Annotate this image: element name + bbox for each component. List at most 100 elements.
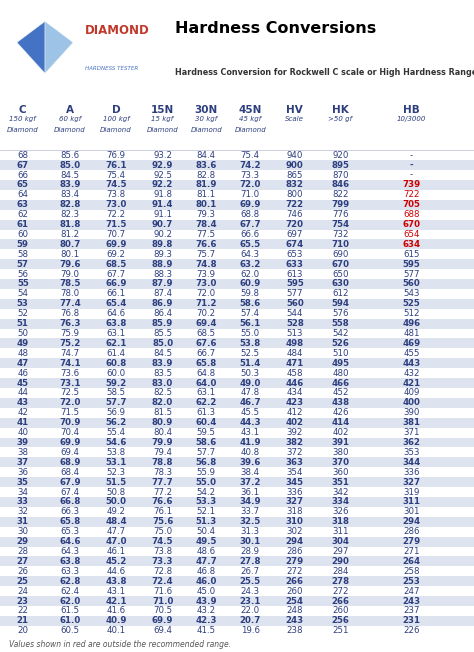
Text: 61: 61 — [17, 220, 29, 229]
Polygon shape — [17, 22, 73, 42]
Text: 822: 822 — [332, 190, 348, 200]
Text: 56.2: 56.2 — [106, 418, 127, 427]
Text: 900: 900 — [286, 160, 304, 170]
Text: 710: 710 — [331, 240, 349, 249]
Text: 62.1: 62.1 — [105, 339, 127, 348]
Text: 31: 31 — [17, 517, 29, 526]
Text: 82.0: 82.0 — [152, 398, 173, 408]
Text: 50: 50 — [17, 329, 28, 338]
Text: 613: 613 — [287, 269, 303, 278]
Text: 86.9: 86.9 — [152, 299, 173, 308]
Text: 722: 722 — [403, 190, 419, 200]
Text: HK: HK — [332, 106, 349, 115]
Text: 46.0: 46.0 — [195, 577, 217, 585]
Text: 226: 226 — [403, 627, 419, 635]
Text: 34: 34 — [17, 488, 28, 497]
Text: 69.2: 69.2 — [107, 250, 126, 259]
Text: 47: 47 — [17, 359, 29, 368]
Text: 480: 480 — [332, 368, 348, 378]
Text: Diamond: Diamond — [191, 126, 222, 133]
Text: 64.3: 64.3 — [241, 250, 260, 259]
Text: 344: 344 — [402, 458, 420, 467]
Text: 290: 290 — [331, 557, 349, 566]
Bar — [0, 418, 474, 428]
Bar — [0, 359, 474, 368]
Text: 85.5: 85.5 — [153, 329, 172, 338]
Text: 353: 353 — [403, 448, 419, 457]
Text: 47.7: 47.7 — [107, 527, 126, 536]
Text: 50.4: 50.4 — [197, 527, 216, 536]
Text: 409: 409 — [403, 389, 419, 398]
Text: 10/3000: 10/3000 — [397, 116, 426, 122]
Bar — [0, 239, 474, 249]
Text: 60.4: 60.4 — [195, 418, 217, 427]
Text: 354: 354 — [287, 467, 303, 477]
Text: 278: 278 — [331, 577, 349, 585]
Text: 390: 390 — [403, 408, 419, 417]
Text: 528: 528 — [286, 319, 304, 328]
Text: 32.5: 32.5 — [240, 517, 261, 526]
Text: 39.6: 39.6 — [239, 458, 261, 467]
Text: 61.5: 61.5 — [61, 606, 80, 615]
Text: 254: 254 — [286, 597, 304, 606]
Text: 40.1: 40.1 — [107, 627, 126, 635]
Text: 286: 286 — [403, 527, 419, 536]
Text: 67.7: 67.7 — [107, 269, 126, 278]
Text: 28.9: 28.9 — [241, 547, 260, 556]
Text: 36: 36 — [17, 467, 28, 477]
Text: 73.3: 73.3 — [152, 557, 173, 566]
Text: 400: 400 — [402, 398, 420, 408]
Text: 45N: 45N — [238, 106, 262, 115]
Text: 22: 22 — [17, 606, 28, 615]
Bar — [0, 220, 474, 230]
Text: 66.9: 66.9 — [105, 280, 127, 288]
Text: 62.4: 62.4 — [61, 587, 80, 596]
Text: 55.4: 55.4 — [107, 428, 126, 437]
Text: 304: 304 — [331, 537, 349, 546]
Text: 50.3: 50.3 — [241, 368, 260, 378]
Text: 832: 832 — [286, 181, 304, 190]
Text: 15 kgf: 15 kgf — [152, 116, 173, 122]
Bar — [0, 180, 474, 190]
Text: 67.9: 67.9 — [59, 478, 81, 486]
Text: 73.9: 73.9 — [197, 269, 216, 278]
Text: 65.3: 65.3 — [61, 527, 80, 536]
Text: 72.0: 72.0 — [239, 181, 261, 190]
Text: 310: 310 — [286, 517, 304, 526]
Text: 73.0: 73.0 — [195, 280, 217, 288]
Text: 421: 421 — [402, 379, 420, 387]
Text: 85.9: 85.9 — [152, 319, 173, 328]
Text: 37.2: 37.2 — [239, 478, 261, 486]
Text: 722: 722 — [286, 200, 304, 209]
Text: 595: 595 — [286, 280, 304, 288]
Text: 414: 414 — [331, 418, 349, 427]
Text: Diamond: Diamond — [235, 126, 266, 133]
Text: 82.5: 82.5 — [153, 389, 172, 398]
Text: 47.8: 47.8 — [241, 389, 260, 398]
Text: 55.0: 55.0 — [196, 478, 217, 486]
Text: 91.4: 91.4 — [152, 200, 173, 209]
Text: 40.8: 40.8 — [241, 448, 260, 457]
Text: 438: 438 — [331, 398, 349, 408]
Text: 76.1: 76.1 — [105, 160, 127, 170]
Text: 21: 21 — [17, 616, 29, 625]
Text: 443: 443 — [402, 359, 420, 368]
Text: 253: 253 — [402, 577, 420, 585]
Text: 51: 51 — [17, 319, 29, 328]
Text: 68.5: 68.5 — [197, 329, 216, 338]
Text: 67: 67 — [17, 160, 29, 170]
Text: 90.7: 90.7 — [152, 220, 173, 229]
Text: 496: 496 — [402, 319, 420, 328]
Text: 423: 423 — [286, 398, 304, 408]
Text: 76.6: 76.6 — [195, 240, 217, 249]
Text: 43: 43 — [17, 398, 29, 408]
Text: 63.2: 63.2 — [239, 259, 261, 269]
Text: 272: 272 — [332, 587, 348, 596]
Text: 62: 62 — [17, 210, 28, 219]
Text: 690: 690 — [332, 250, 348, 259]
Text: 238: 238 — [287, 627, 303, 635]
Text: 41.5: 41.5 — [197, 627, 216, 635]
Bar — [0, 299, 474, 309]
Text: 351: 351 — [331, 478, 349, 486]
Text: 739: 739 — [402, 181, 420, 190]
